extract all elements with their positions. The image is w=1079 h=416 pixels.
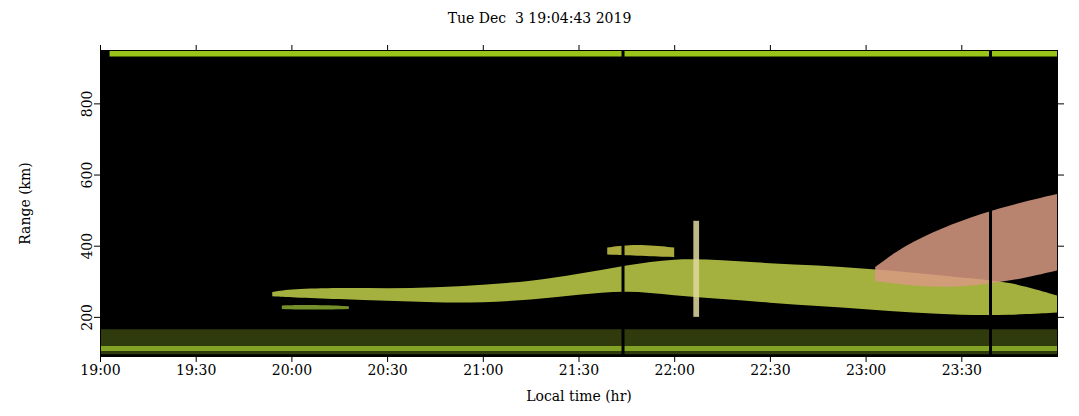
svg-text:21:00: 21:00	[463, 362, 503, 378]
svg-text:19:30: 19:30	[176, 362, 216, 378]
svg-text:20:30: 20:30	[367, 362, 407, 378]
svg-text:600: 600	[79, 162, 95, 189]
svg-text:23:00: 23:00	[846, 362, 886, 378]
svg-text:21:30: 21:30	[559, 362, 599, 378]
svg-text:200: 200	[79, 304, 95, 331]
svg-text:Range (km): Range (km)	[17, 162, 33, 245]
svg-text:23:30: 23:30	[942, 362, 982, 378]
svg-text:20:00: 20:00	[272, 362, 312, 378]
svg-text:22:00: 22:00	[655, 362, 695, 378]
svg-text:Local time (hr): Local time (hr)	[526, 388, 632, 404]
svg-text:400: 400	[79, 233, 95, 260]
svg-text:800: 800	[79, 91, 95, 118]
html-text:Tue Dec 3 19:04:43 2019: Tue Dec 3 19:04:43 2019	[447, 10, 632, 26]
svg-text:19:00: 19:00	[80, 362, 120, 378]
svg-text:22:30: 22:30	[750, 362, 790, 378]
